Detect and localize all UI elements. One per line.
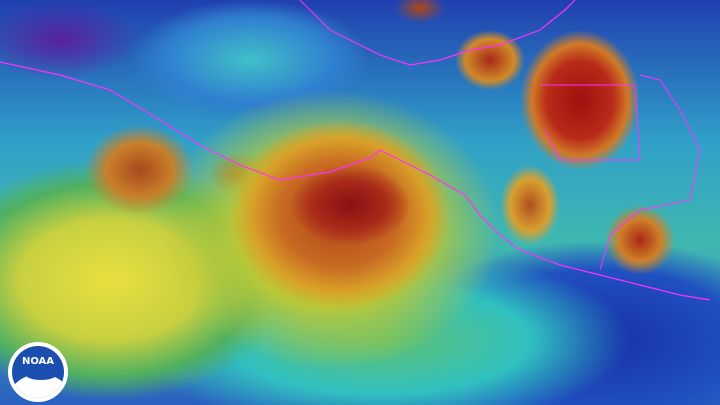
coastline [359,0,576,66]
border [540,84,641,161]
coastline [0,61,711,301]
border [299,0,361,46]
border [599,74,701,271]
logo-text: NOAA [21,356,55,367]
noaa-logo: NOAA [8,342,68,402]
